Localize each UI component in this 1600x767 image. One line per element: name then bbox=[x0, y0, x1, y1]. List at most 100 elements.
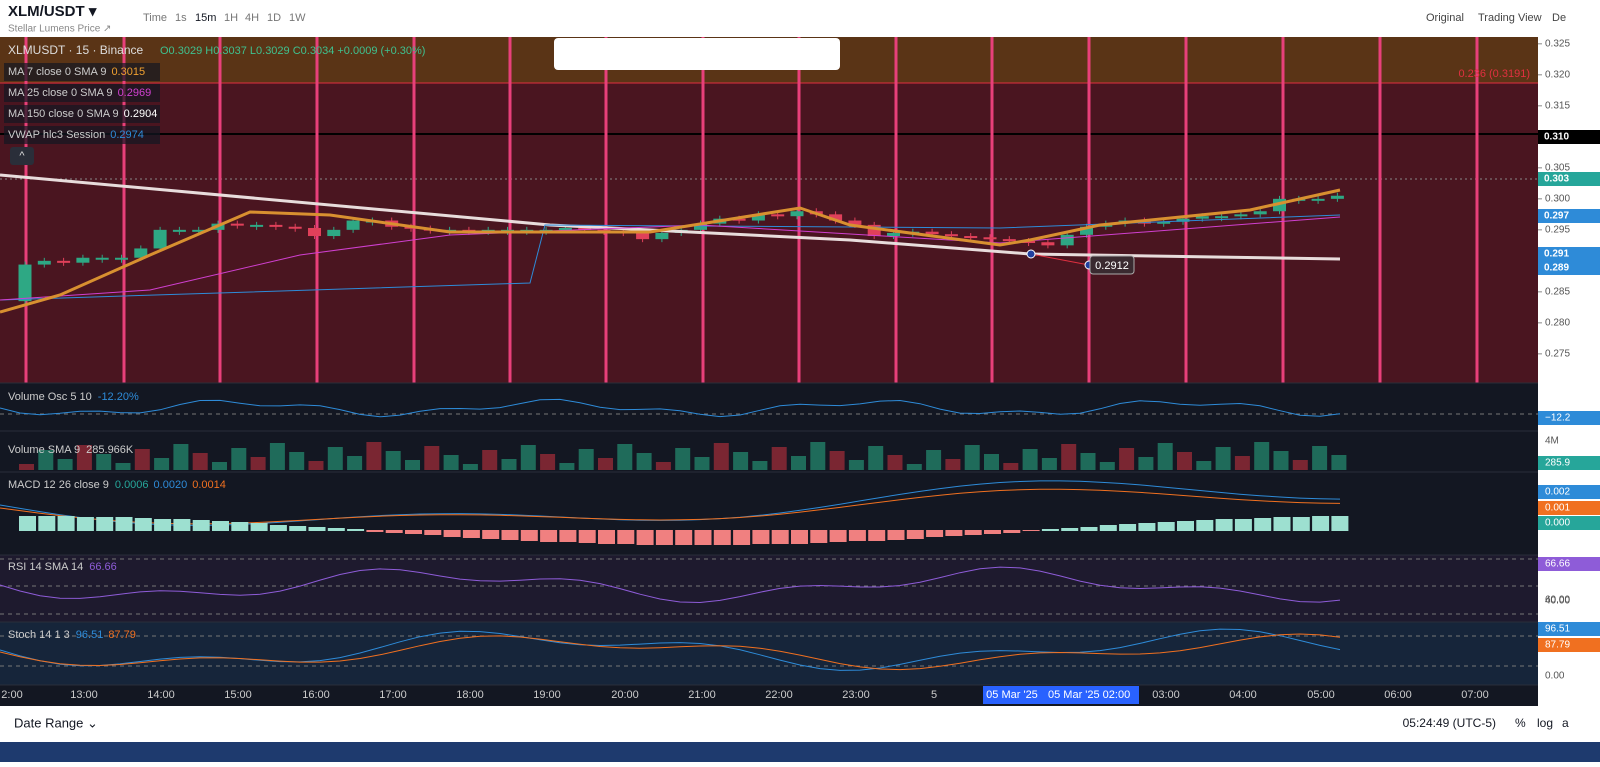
legend-bg bbox=[4, 105, 160, 123]
macd-hist bbox=[250, 523, 268, 531]
macd-hist bbox=[733, 530, 751, 545]
candle bbox=[1080, 226, 1093, 235]
legend-title: XLMUSDT · 15 · Binance bbox=[8, 43, 143, 57]
candle bbox=[848, 220, 862, 225]
vol-osc-line bbox=[0, 398, 1341, 418]
volume-bar bbox=[752, 461, 768, 470]
volume-bar bbox=[1331, 455, 1347, 470]
price-tick: 0.275 bbox=[1545, 348, 1570, 359]
volume-bar bbox=[308, 461, 324, 470]
macd-hist bbox=[636, 530, 654, 545]
time-highlight bbox=[1041, 686, 1139, 704]
macd-hist bbox=[38, 516, 56, 531]
price-tag bbox=[1538, 130, 1600, 144]
volume-bar bbox=[76, 445, 92, 470]
macd-hist bbox=[1312, 516, 1330, 531]
macd-hist bbox=[771, 530, 789, 544]
time-label: 23:00 bbox=[842, 689, 870, 701]
volume-bar bbox=[906, 464, 922, 470]
pane-axis-label: 0.000 bbox=[1545, 518, 1570, 529]
collapse[interactable] bbox=[10, 147, 34, 165]
macd-hist bbox=[713, 530, 731, 545]
macd-hist bbox=[308, 527, 326, 531]
scale-option[interactable]: log bbox=[1537, 716, 1553, 730]
candle bbox=[76, 257, 90, 263]
time-label: 14:00 bbox=[147, 689, 175, 701]
candle bbox=[250, 224, 264, 227]
legend-bg bbox=[4, 63, 160, 81]
macd-hist bbox=[269, 525, 287, 531]
time-label: 07:00 bbox=[1461, 689, 1489, 701]
volume-bar bbox=[887, 455, 903, 470]
view-tab[interactable]: De bbox=[1552, 12, 1566, 24]
price-tick: 0.325 bbox=[1545, 38, 1570, 49]
candle bbox=[346, 220, 360, 230]
volume-bar bbox=[694, 457, 710, 470]
volume-bar bbox=[443, 455, 459, 470]
taskbar bbox=[0, 742, 1600, 762]
view-tab[interactable]: Original bbox=[1426, 12, 1464, 24]
rsi-bg bbox=[0, 555, 1538, 622]
timeframe[interactable]: Time bbox=[143, 12, 167, 24]
view-tab[interactable]: Trading View bbox=[1478, 12, 1542, 24]
pane-tag bbox=[1538, 456, 1600, 470]
volume-bar bbox=[1061, 444, 1077, 470]
timeframe[interactable]: 1s bbox=[175, 12, 187, 24]
time-label: 2:00 bbox=[1, 689, 22, 701]
candle bbox=[578, 227, 592, 230]
timeframe[interactable]: 1H bbox=[224, 12, 238, 24]
price-tick: 0.320 bbox=[1545, 69, 1570, 80]
volume-bar bbox=[945, 459, 961, 470]
macd-hist bbox=[868, 530, 886, 541]
volume-bar bbox=[96, 454, 112, 470]
candle bbox=[636, 232, 650, 240]
pane-value: -12.20% bbox=[98, 391, 139, 403]
macd-hist bbox=[96, 517, 114, 531]
timeframe[interactable]: 1D bbox=[267, 12, 281, 24]
scale-option[interactable]: % bbox=[1515, 716, 1526, 730]
pane-tag bbox=[1538, 411, 1600, 425]
price-tag-label: 0.297 bbox=[1544, 211, 1569, 222]
macd-hist bbox=[1157, 522, 1175, 531]
price-tag-label: 0.310 bbox=[1544, 132, 1569, 143]
candle bbox=[37, 260, 51, 265]
time-highlight bbox=[983, 686, 1041, 704]
volume-bar bbox=[462, 464, 478, 470]
macd-hist bbox=[57, 516, 75, 531]
indicator-value: 0.3015 bbox=[111, 66, 145, 78]
macd-hist bbox=[578, 530, 596, 543]
anchor[interactable] bbox=[1026, 249, 1036, 259]
macd-hist bbox=[1138, 523, 1156, 531]
timeframe[interactable]: 4H bbox=[245, 12, 259, 24]
candle bbox=[732, 218, 746, 221]
macd-hist bbox=[231, 522, 249, 531]
macd-hist bbox=[1003, 530, 1021, 533]
candle bbox=[172, 229, 186, 232]
time-label: 05:00 bbox=[1307, 689, 1335, 701]
volume-bar bbox=[38, 450, 54, 470]
pane-axis-label: 4M bbox=[1545, 436, 1559, 447]
macd-hist bbox=[366, 530, 384, 532]
timeframe[interactable]: 15m bbox=[195, 12, 216, 24]
pane-label: Volume Osc 5 10 bbox=[8, 391, 92, 403]
volume-bar bbox=[1273, 451, 1289, 470]
volume-bar bbox=[57, 459, 73, 470]
drawing-toolbar[interactable] bbox=[554, 38, 840, 70]
scale-option[interactable]: a bbox=[1562, 716, 1569, 730]
volume-bar bbox=[1177, 452, 1192, 470]
volume-bar bbox=[598, 458, 613, 470]
volume-bar bbox=[250, 457, 266, 470]
pane-value: 285.966K bbox=[86, 444, 134, 456]
timeframe[interactable]: 1W bbox=[289, 12, 306, 24]
ma7 bbox=[0, 188, 1341, 314]
price-tag bbox=[1538, 209, 1600, 223]
volume-bar bbox=[1312, 446, 1328, 470]
volume-bar bbox=[675, 448, 691, 470]
date-range[interactable]: Date Range ⌄ bbox=[14, 715, 98, 730]
macd-hist bbox=[443, 530, 461, 537]
volume-bar bbox=[926, 450, 942, 470]
pane-axis-label: 60.00 bbox=[1545, 595, 1570, 606]
macd-hist bbox=[1080, 527, 1098, 531]
pane-tag bbox=[1538, 485, 1600, 499]
macd-hist bbox=[134, 518, 152, 531]
